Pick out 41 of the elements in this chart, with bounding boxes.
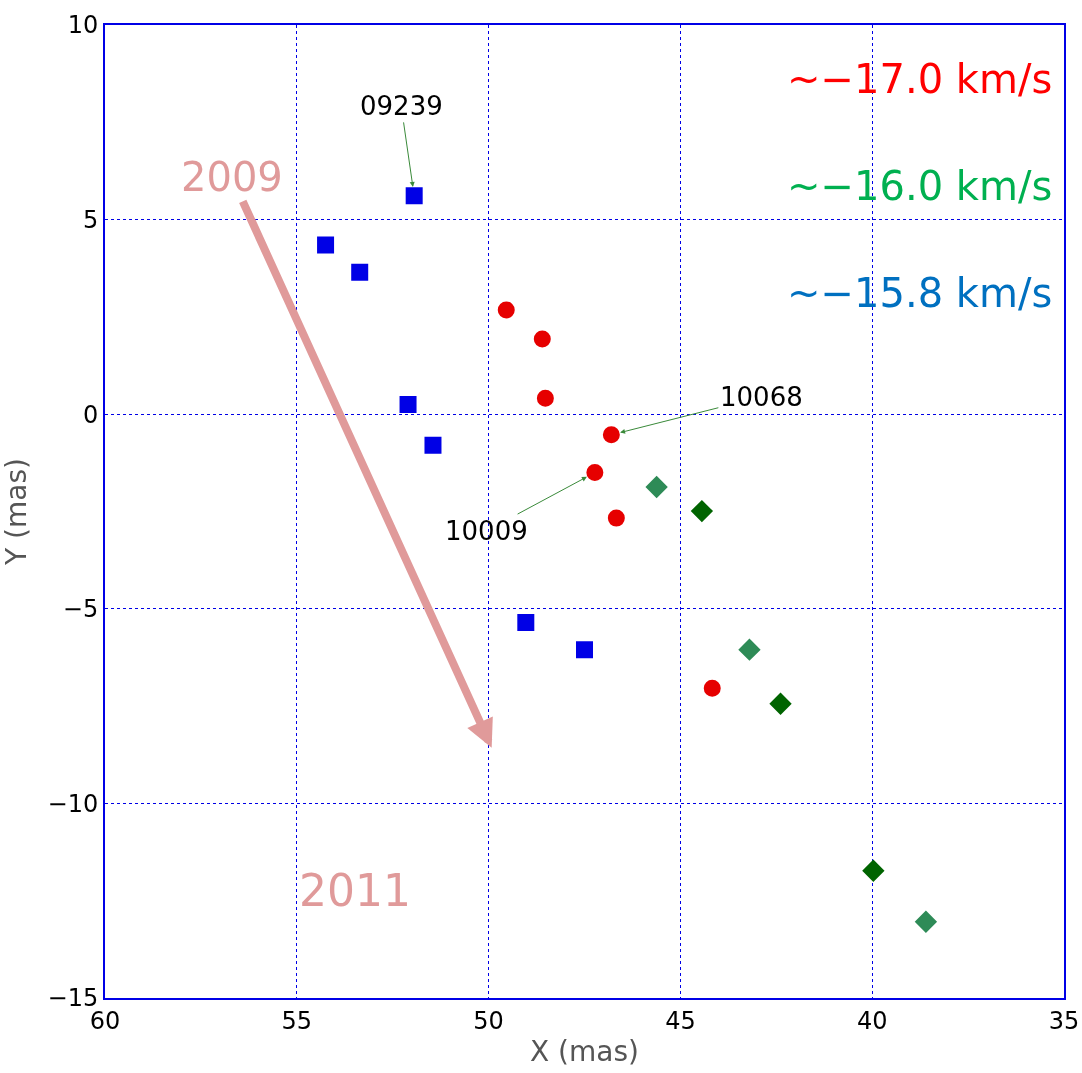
point — [317, 236, 335, 254]
point — [691, 500, 713, 522]
x-tick-label: 40 — [856, 1006, 888, 1035]
point — [497, 301, 515, 319]
point — [399, 395, 417, 413]
point — [405, 187, 423, 205]
annotation: 2011 — [299, 865, 411, 916]
point — [576, 641, 593, 659]
point — [915, 910, 937, 933]
x-tick-label: 60 — [89, 1006, 121, 1035]
y-tick-label: 5 — [82, 206, 99, 234]
point — [602, 426, 620, 444]
annotation: ~−15.8 km/s — [787, 270, 1053, 316]
annotation: 2009 — [181, 154, 283, 200]
y-tick-label: −5 — [62, 595, 99, 624]
point — [738, 638, 761, 661]
point — [351, 263, 369, 281]
y-tick-label: 10 — [67, 11, 99, 40]
y-tick-label: 0 — [82, 400, 99, 429]
point — [533, 330, 551, 348]
point — [586, 464, 604, 482]
point — [424, 436, 442, 454]
point — [607, 509, 625, 527]
annotation: ~−17.0 km/s — [787, 56, 1053, 102]
point — [703, 679, 721, 697]
x-tick-label: 45 — [665, 1006, 696, 1035]
point — [862, 859, 885, 882]
point — [645, 476, 668, 498]
point — [769, 693, 792, 715]
x-axis-title: X (mas) — [530, 1035, 639, 1069]
x-tick-label: 35 — [1048, 1006, 1080, 1035]
annotation: 10009 — [445, 516, 528, 546]
annotation: 10068 — [720, 382, 803, 412]
point — [536, 389, 554, 407]
y-axis-title: Y (mas) — [0, 458, 33, 566]
y-tick-label: −10 — [47, 789, 99, 818]
annotation: ~−16.0 km/s — [787, 163, 1053, 209]
point — [517, 613, 535, 631]
annotation: 09239 — [360, 91, 443, 121]
x-tick-label: 50 — [473, 1006, 504, 1035]
x-tick-label: 55 — [281, 1006, 313, 1035]
